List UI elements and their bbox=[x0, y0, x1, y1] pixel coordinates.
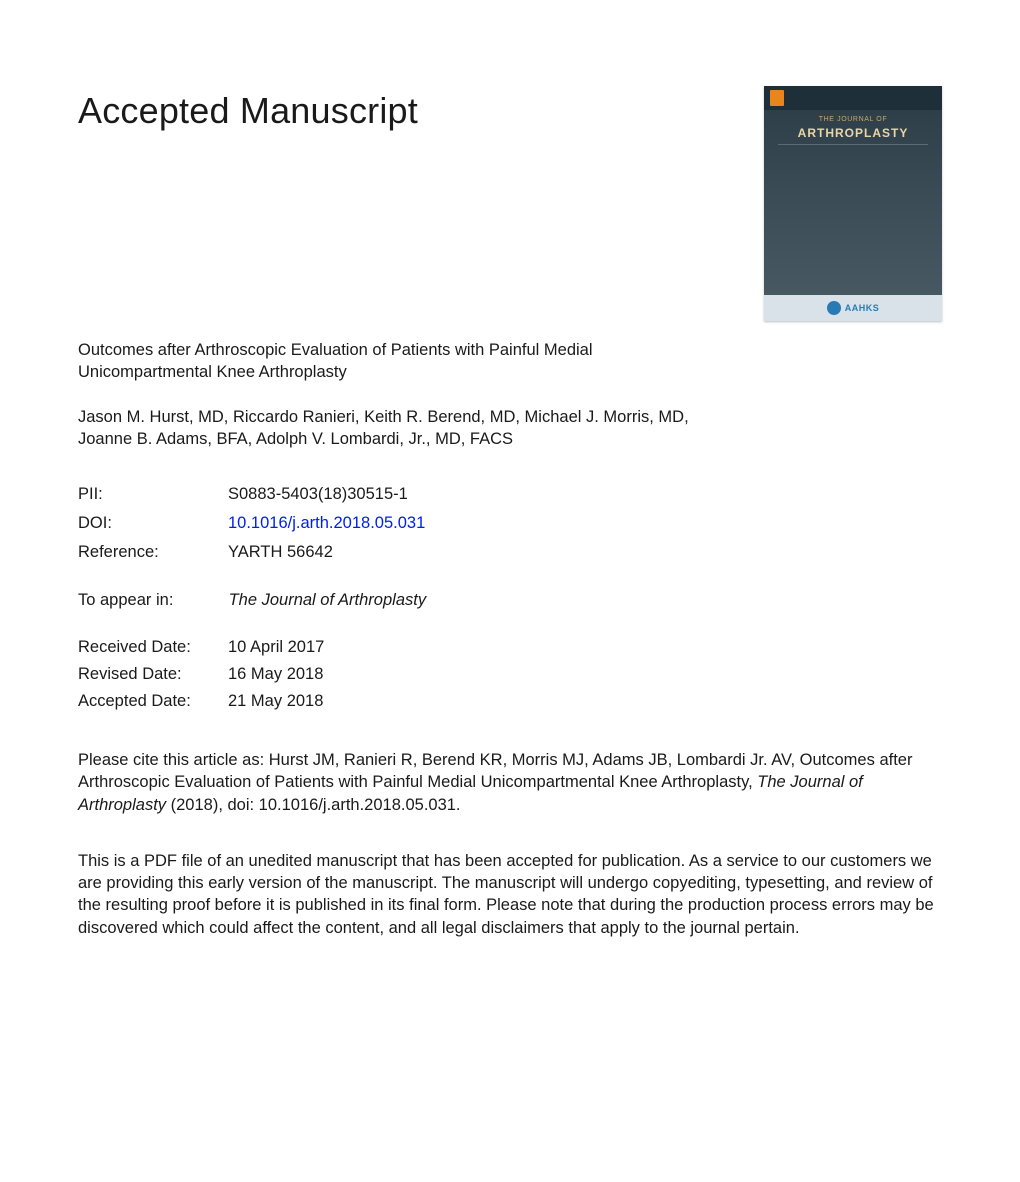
doi-label: DOI: bbox=[78, 509, 228, 538]
revised-label: Revised Date: bbox=[78, 661, 228, 688]
doi-link[interactable]: 10.1016/j.arth.2018.05.031 bbox=[228, 514, 425, 532]
citation-suffix: (2018), doi: 10.1016/j.arth.2018.05.031. bbox=[166, 796, 460, 814]
accepted-row: Accepted Date: 21 May 2018 bbox=[78, 688, 324, 715]
to-appear-label: To appear in: bbox=[78, 591, 224, 610]
accepted-value: 21 May 2018 bbox=[228, 688, 324, 715]
to-appear-row: To appear in: The Journal of Arthroplast… bbox=[78, 591, 942, 610]
received-row: Received Date: 10 April 2017 bbox=[78, 634, 324, 661]
pii-row: PII: S0883-5403(18)30515-1 bbox=[78, 480, 425, 509]
reference-label: Reference: bbox=[78, 538, 228, 567]
received-value: 10 April 2017 bbox=[228, 634, 324, 661]
cover-supertitle: THE JOURNAL OF bbox=[764, 116, 942, 123]
society-acronym: AAHKS bbox=[845, 303, 880, 313]
dates-table: Received Date: 10 April 2017 Revised Dat… bbox=[78, 634, 324, 715]
publisher-logo-icon bbox=[770, 90, 784, 106]
page-heading: Accepted Manuscript bbox=[78, 90, 418, 132]
reference-row: Reference: YARTH 56642 bbox=[78, 538, 425, 567]
metadata-table: PII: S0883-5403(18)30515-1 DOI: 10.1016/… bbox=[78, 480, 425, 567]
reference-value: YARTH 56642 bbox=[228, 538, 425, 567]
society-badge-icon bbox=[827, 301, 841, 315]
author-list: Jason M. Hurst, MD, Riccardo Ranieri, Ke… bbox=[78, 406, 718, 451]
disclaimer-text: This is a PDF file of an unedited manusc… bbox=[78, 850, 942, 939]
cover-top-strip bbox=[764, 86, 942, 110]
cover-title: ARTHROPLASTY bbox=[764, 126, 942, 140]
accepted-label: Accepted Date: bbox=[78, 688, 228, 715]
revised-value: 16 May 2018 bbox=[228, 661, 324, 688]
journal-cover: THE JOURNAL OF ARTHROPLASTY AAHKS bbox=[764, 86, 942, 321]
cover-divider bbox=[778, 144, 928, 145]
journal-name: The Journal of Arthroplasty bbox=[229, 591, 426, 609]
pii-label: PII: bbox=[78, 480, 228, 509]
doi-row: DOI: 10.1016/j.arth.2018.05.031 bbox=[78, 509, 425, 538]
pii-value: S0883-5403(18)30515-1 bbox=[228, 480, 425, 509]
article-title: Outcomes after Arthroscopic Evaluation o… bbox=[78, 339, 658, 384]
received-label: Received Date: bbox=[78, 634, 228, 661]
revised-row: Revised Date: 16 May 2018 bbox=[78, 661, 324, 688]
cover-footer: AAHKS bbox=[764, 295, 942, 321]
citation-text: Please cite this article as: Hurst JM, R… bbox=[78, 749, 942, 816]
